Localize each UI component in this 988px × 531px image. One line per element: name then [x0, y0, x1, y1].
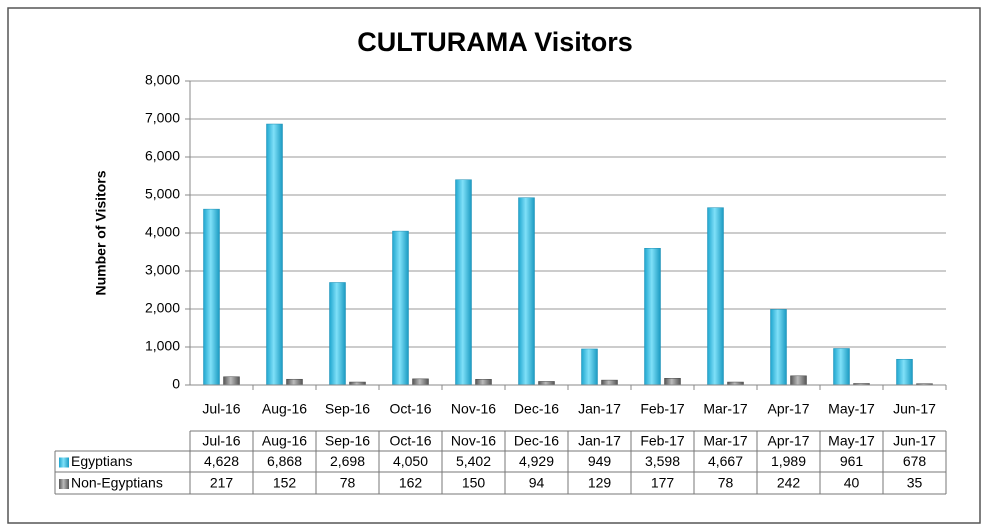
table-cell: 1,989 — [771, 453, 806, 469]
y-tick-label: 2,000 — [145, 300, 180, 316]
table-header: Apr-17 — [767, 433, 809, 449]
table-header: Sep-16 — [325, 433, 370, 449]
x-tick-label: Feb-17 — [640, 401, 685, 417]
table-header: Nov-16 — [451, 433, 496, 449]
y-tick-label: 3,000 — [145, 262, 180, 278]
table-cell: 2,698 — [330, 453, 365, 469]
bar — [475, 379, 492, 386]
legend-swatch — [59, 479, 69, 489]
table-cell: 78 — [718, 475, 734, 491]
bar — [538, 381, 555, 386]
table-header: Feb-17 — [640, 433, 685, 449]
y-tick-label: 8,000 — [145, 72, 180, 88]
x-tick-label: Oct-16 — [389, 401, 431, 417]
x-tick-label: Aug-16 — [262, 401, 307, 417]
legend-label: Egyptians — [71, 453, 132, 469]
table-header: Jan-17 — [578, 433, 621, 449]
y-tick-label: 1,000 — [145, 338, 180, 354]
bar — [581, 348, 598, 386]
legend-swatch — [59, 457, 69, 468]
table-cell: 78 — [340, 475, 356, 491]
bar — [601, 379, 618, 386]
x-tick-label: Jun-17 — [893, 401, 936, 417]
table-cell: 4,667 — [708, 453, 743, 469]
bar — [518, 197, 535, 386]
table-cell: 4,628 — [204, 453, 239, 469]
bar — [664, 378, 681, 386]
y-tick-label: 7,000 — [145, 110, 180, 126]
bar — [790, 375, 807, 386]
table-cell: 40 — [844, 475, 860, 491]
table-cell: 242 — [777, 475, 801, 491]
table-cell: 129 — [588, 475, 612, 491]
table-cell: 4,050 — [393, 453, 428, 469]
bar — [203, 208, 220, 386]
table-cell: 6,868 — [267, 453, 302, 469]
x-tick-label: Apr-17 — [767, 401, 809, 417]
table-cell: 678 — [903, 453, 927, 469]
y-tick-label: 0 — [172, 376, 180, 392]
bar — [644, 248, 661, 386]
chart-title: CULTURAMA Visitors — [357, 27, 633, 57]
bar — [286, 378, 303, 386]
table-cell: 152 — [273, 475, 297, 491]
table-header: Jun-17 — [893, 433, 936, 449]
x-tick-label: Jul-16 — [202, 401, 240, 417]
table-cell: 177 — [651, 475, 675, 491]
table-cell: 162 — [399, 475, 423, 491]
table-cell: 949 — [588, 453, 612, 469]
x-tick-label: Nov-16 — [451, 401, 496, 417]
table-cell: 150 — [462, 475, 486, 491]
table-cell: 217 — [210, 475, 234, 491]
table-cell: 961 — [840, 453, 864, 469]
x-tick-label: Sep-16 — [325, 401, 370, 417]
bar — [412, 378, 429, 386]
table-cell: 94 — [529, 475, 545, 491]
bar — [392, 230, 409, 386]
table-cell: 5,402 — [456, 453, 491, 469]
bar — [770, 309, 787, 386]
y-tick-label: 5,000 — [145, 186, 180, 202]
table-header: Aug-16 — [262, 433, 307, 449]
table-cell: 35 — [907, 475, 923, 491]
table-header: Jul-16 — [202, 433, 240, 449]
bar — [266, 123, 283, 386]
bar — [223, 376, 240, 386]
x-tick-label: Dec-16 — [514, 401, 559, 417]
bar — [707, 207, 724, 386]
bar — [329, 282, 346, 386]
x-tick-label: May-17 — [828, 401, 875, 417]
x-tick-label: Mar-17 — [703, 401, 748, 417]
table-cell: 4,929 — [519, 453, 554, 469]
bar — [833, 348, 850, 386]
legend-label: Non-Egyptians — [71, 475, 163, 491]
table-cell: 3,598 — [645, 453, 680, 469]
table-header: Dec-16 — [514, 433, 559, 449]
y-axis-label: Number of Visitors — [93, 170, 109, 295]
table-header: Mar-17 — [703, 433, 748, 449]
y-tick-label: 4,000 — [145, 224, 180, 240]
y-tick-label: 6,000 — [145, 148, 180, 164]
bar — [896, 358, 913, 386]
table-header: Oct-16 — [389, 433, 431, 449]
frame — [7, 7, 981, 524]
bar — [455, 179, 472, 386]
x-tick-label: Jan-17 — [578, 401, 621, 417]
table-header: May-17 — [828, 433, 875, 449]
